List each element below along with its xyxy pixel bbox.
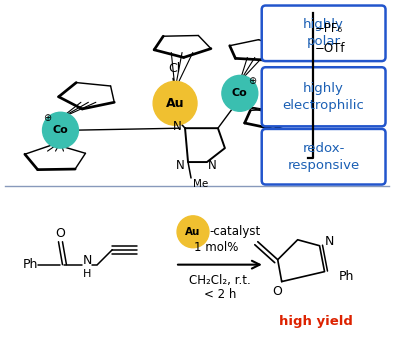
Text: < 2 h: < 2 h — [204, 288, 236, 301]
Text: highly
polar: highly polar — [303, 18, 344, 48]
Circle shape — [222, 75, 258, 111]
Text: -catalyst: -catalyst — [209, 225, 260, 238]
FancyBboxPatch shape — [262, 67, 385, 126]
Text: ⊕: ⊕ — [248, 76, 256, 86]
Circle shape — [177, 216, 209, 248]
Text: N: N — [208, 159, 216, 172]
Text: N: N — [83, 254, 92, 267]
Text: 1 mol%: 1 mol% — [194, 241, 238, 254]
Text: Au: Au — [166, 97, 184, 110]
Text: Co: Co — [53, 125, 68, 135]
Text: CH₂Cl₂, r.t.: CH₂Cl₂, r.t. — [189, 274, 251, 287]
Text: O: O — [272, 285, 282, 298]
Text: −OTf: −OTf — [314, 42, 345, 55]
Text: Ph: Ph — [339, 270, 354, 283]
Text: N: N — [176, 159, 184, 172]
Text: highly
electrophilic: highly electrophilic — [282, 82, 364, 112]
FancyBboxPatch shape — [262, 6, 385, 61]
Text: ⊕: ⊕ — [43, 113, 52, 123]
Text: redox-
responsive: redox- responsive — [288, 142, 360, 172]
Circle shape — [153, 81, 197, 125]
Text: Me: Me — [193, 179, 208, 189]
FancyBboxPatch shape — [262, 129, 385, 184]
Text: N: N — [173, 120, 182, 133]
Text: N: N — [325, 235, 334, 248]
Text: high yield: high yield — [279, 315, 353, 328]
Text: Ph: Ph — [22, 258, 38, 271]
Text: −PF₆: −PF₆ — [314, 22, 343, 35]
Text: Au: Au — [185, 227, 201, 237]
Text: Co: Co — [232, 88, 248, 98]
Text: H: H — [83, 269, 91, 279]
Text: O: O — [56, 227, 65, 240]
Text: Cl: Cl — [168, 62, 180, 75]
Circle shape — [43, 112, 78, 148]
